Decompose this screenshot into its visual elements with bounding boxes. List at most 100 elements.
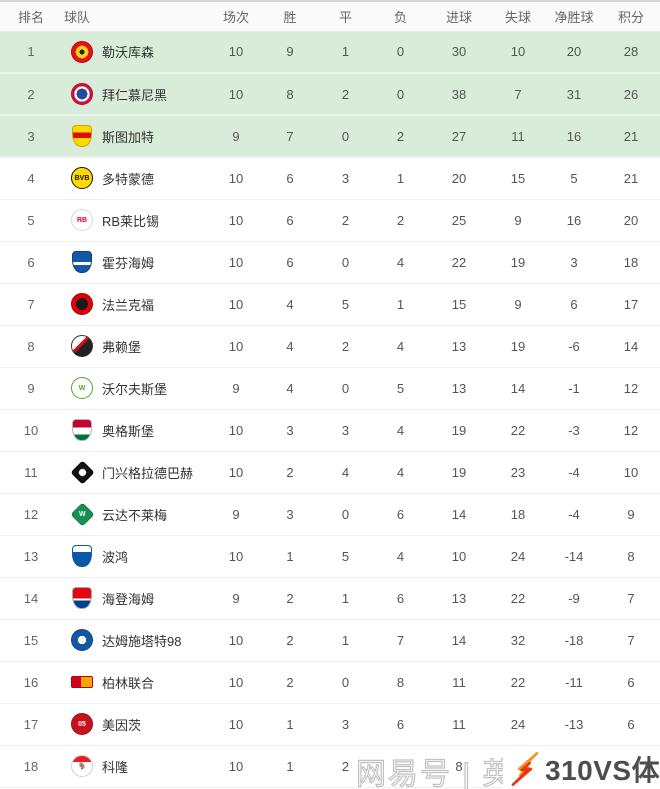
drawn-cell: 0 [318, 661, 373, 704]
table-row: 3 斯图加特 9 7 0 2 27 11 16 21 [0, 115, 660, 158]
badge-box: BVB [71, 167, 93, 190]
goals-against-cell: 22 [490, 577, 546, 620]
table-row: 15 达姆施塔特98 10 2 1 7 14 32 -18 7 [0, 619, 660, 662]
won-cell: 2 [262, 619, 318, 662]
team-cell: 霍芬海姆 [62, 241, 210, 284]
team-name: 柏林联合 [102, 675, 155, 691]
played-cell: 10 [210, 619, 262, 662]
team-badge-icon [71, 676, 93, 688]
goals-against-cell: 14 [490, 367, 546, 410]
team-badge-icon: 05 [71, 713, 93, 735]
points-cell: 14 [602, 325, 660, 368]
team-name: 勒沃库森 [102, 45, 155, 61]
team-inner: 斯图加特 [62, 125, 210, 147]
goals-for-cell: 15 [428, 283, 490, 326]
goal-diff-cell: 16 [546, 199, 602, 242]
badge-box [71, 419, 93, 441]
drawn-cell: 2 [318, 199, 373, 242]
won-cell: 6 [262, 199, 318, 242]
team-badge-icon: W [69, 501, 95, 527]
badge-box [71, 125, 93, 147]
rank-cell: 11 [0, 451, 62, 494]
team-name: 法兰克福 [102, 297, 155, 313]
team-name: 云达不莱梅 [102, 507, 168, 523]
team-cell: 弗赖堡 [62, 325, 210, 368]
team-name: 多特蒙德 [102, 171, 155, 187]
team-cell: 奥格斯堡 [62, 409, 210, 452]
team-cell: BVB 多特蒙德 [62, 157, 210, 200]
team-cell: W 云达不莱梅 [62, 493, 210, 536]
col-header-rank: 排名 [0, 2, 62, 32]
drawn-cell: 0 [318, 493, 373, 536]
rank-cell: 17 [0, 703, 62, 746]
lost-cell: 0 [373, 73, 428, 116]
won-cell: 1 [262, 745, 318, 788]
rank-cell: 8 [0, 325, 62, 368]
drawn-cell: 5 [318, 535, 373, 578]
goals-against-cell: 24 [490, 535, 546, 578]
col-header-goals-for: 进球 [428, 2, 490, 32]
goal-diff-cell: -18 [546, 619, 602, 662]
won-cell: 4 [262, 325, 318, 368]
team-badge-icon [72, 587, 92, 609]
points-cell: 8 [602, 535, 660, 578]
goal-diff-cell: -14 [546, 535, 602, 578]
rank-cell: 2 [0, 73, 62, 116]
team-name: 科隆 [102, 759, 129, 775]
badge-box [71, 40, 93, 63]
team-badge-icon [72, 419, 92, 441]
points-cell: 21 [602, 157, 660, 200]
table-row: 17 05 美因茨 10 1 3 6 11 24 -13 6 [0, 703, 660, 746]
team-inner: 柏林联合 [62, 671, 210, 693]
badge-box [71, 587, 93, 609]
played-cell: 10 [210, 73, 262, 116]
drawn-cell: 0 [318, 367, 373, 410]
badge-glyph: 🐐 [77, 762, 87, 770]
goals-for-cell: 20 [428, 157, 490, 200]
lost-cell: 6 [373, 493, 428, 536]
lost-cell: 4 [373, 241, 428, 284]
team-badge-icon [72, 251, 92, 273]
table-row: 13 波鸿 10 1 5 4 10 24 -14 8 [0, 535, 660, 578]
lost-cell: 5 [373, 367, 428, 410]
goals-for-cell: 13 [428, 367, 490, 410]
team-inner: 波鸿 [62, 545, 210, 567]
table-row: 8 弗赖堡 10 4 2 4 13 19 -6 14 [0, 325, 660, 368]
played-cell: 9 [210, 577, 262, 620]
table-row: 10 奥格斯堡 10 3 3 4 19 22 -3 12 [0, 409, 660, 452]
team-name: 沃尔夫斯堡 [102, 381, 168, 397]
team-cell: 勒沃库森 [62, 31, 210, 74]
points-cell: 12 [602, 409, 660, 452]
goals-for-cell: 27 [428, 115, 490, 158]
points-cell: 20 [602, 199, 660, 242]
won-cell: 2 [262, 577, 318, 620]
badge-glyph: RB [76, 216, 88, 224]
table-row: 14 海登海姆 9 2 1 6 13 22 -9 7 [0, 577, 660, 620]
table-body: 1 勒沃库森 10 9 1 0 30 10 20 28 [0, 31, 660, 788]
won-cell: 2 [262, 661, 318, 704]
team-badge-icon [71, 83, 93, 105]
team-badge-icon [71, 335, 93, 357]
drawn-cell: 5 [318, 283, 373, 326]
col-header-lost: 负 [373, 2, 428, 32]
points-cell: 7 [602, 577, 660, 620]
col-header-goal-diff: 净胜球 [546, 2, 602, 32]
lost-cell: 4 [373, 451, 428, 494]
team-inner: 门兴格拉德巴赫 [62, 459, 210, 485]
table-row: 7 法兰克福 10 4 5 1 15 9 6 17 [0, 283, 660, 326]
goal-diff-cell: -11 [546, 661, 602, 704]
lost-cell: 4 [373, 535, 428, 578]
lost-cell: 0 [373, 31, 428, 74]
goals-for-cell: 10 [428, 535, 490, 578]
played-cell: 10 [210, 157, 262, 200]
badge-box: W [69, 501, 95, 527]
table-row: 5 RB RB莱比锡 10 6 2 2 25 9 16 20 [0, 199, 660, 242]
won-cell: 7 [262, 115, 318, 158]
badge-glyph: W [78, 510, 86, 518]
won-cell: 2 [262, 451, 318, 494]
goals-against-cell: 9 [490, 199, 546, 242]
lost-cell: 7 [373, 619, 428, 662]
team-name: RB莱比锡 [102, 213, 160, 229]
points-cell: 12 [602, 367, 660, 410]
